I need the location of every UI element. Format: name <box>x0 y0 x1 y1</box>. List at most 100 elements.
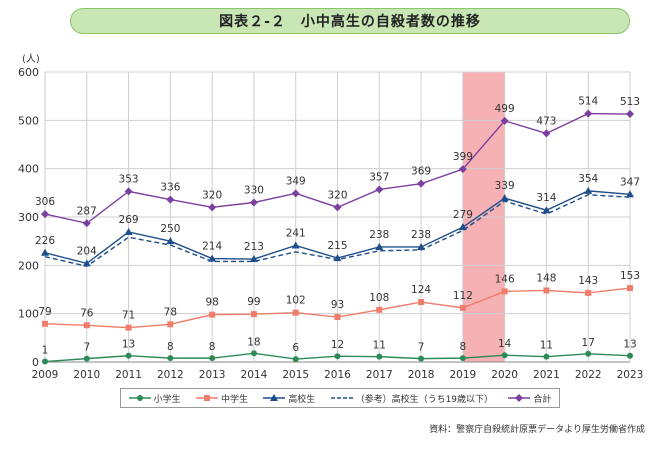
data-point-1 <box>459 304 466 311</box>
data-point-4 <box>417 179 426 188</box>
data-label: 204 <box>77 245 97 257</box>
data-point-0 <box>418 355 425 362</box>
data-point-0 <box>42 358 48 365</box>
data-point-0 <box>83 355 90 362</box>
chart-title: 図表２-２ 小中高生の自殺者数の推移 <box>219 14 481 30</box>
legend-label: （参考）高校生（うち19歳以下） <box>355 394 494 405</box>
data-point-2 <box>166 237 175 245</box>
data-label: 79 <box>38 306 51 318</box>
data-label: 12 <box>331 339 344 351</box>
legend-swatch <box>263 394 286 401</box>
data-point-0 <box>209 355 216 362</box>
data-label: 17 <box>582 337 595 349</box>
data-label: 320 <box>327 189 347 201</box>
data-label: 102 <box>286 295 306 307</box>
data-point-1 <box>627 285 633 292</box>
data-label: 336 <box>160 182 180 194</box>
data-label: 148 <box>536 272 556 284</box>
data-point-1 <box>376 306 383 313</box>
data-point-4 <box>249 198 258 207</box>
data-label: 306 <box>35 196 55 208</box>
data-point-4 <box>542 129 551 138</box>
data-point-1 <box>209 311 216 318</box>
data-point-4 <box>82 219 91 228</box>
x-tick-label: 2018 <box>408 369 435 381</box>
x-tick-label: 2011 <box>115 369 142 381</box>
legend-item: 中学生 <box>195 392 248 405</box>
data-point-2 <box>41 248 49 256</box>
data-label: 98 <box>205 297 218 309</box>
data-point-2 <box>626 190 634 198</box>
data-label: 314 <box>536 192 556 204</box>
data-label: 1 <box>42 345 49 357</box>
x-tick-label: 2014 <box>241 369 268 381</box>
y-tick-label: 400 <box>18 163 39 176</box>
data-label: 8 <box>167 341 174 353</box>
data-label: 93 <box>331 299 344 311</box>
data-point-4 <box>166 195 175 204</box>
legend-swatch <box>330 397 353 399</box>
data-label: 124 <box>411 284 431 296</box>
data-point-1 <box>250 311 257 318</box>
legend-item: 高校生 <box>263 392 315 405</box>
data-point-0 <box>334 353 341 360</box>
data-point-1 <box>125 324 132 331</box>
data-label: 320 <box>202 189 222 201</box>
data-point-2 <box>584 186 593 194</box>
data-label: 14 <box>498 338 512 350</box>
data-point-1 <box>543 287 550 294</box>
data-point-2 <box>542 206 551 214</box>
data-label: 215 <box>327 240 347 252</box>
x-tick-label: 2010 <box>73 369 100 381</box>
source-note: 資料：警察庁自殺統計原票データより厚生労働省作成 <box>429 425 645 435</box>
data-label: 11 <box>540 340 553 352</box>
data-point-4 <box>458 165 467 174</box>
data-label: 399 <box>453 151 473 163</box>
data-label: 513 <box>620 96 640 108</box>
data-point-4 <box>584 109 593 118</box>
data-label: 11 <box>373 340 386 352</box>
data-point-4 <box>375 185 384 194</box>
data-label: 108 <box>369 292 389 304</box>
legend-item: 小学生 <box>128 392 181 405</box>
x-tick-label: 2013 <box>199 369 226 381</box>
legend-swatch <box>195 395 218 401</box>
data-point-1 <box>167 321 174 328</box>
data-point-4 <box>500 116 509 125</box>
data-point-0 <box>543 353 550 360</box>
legend-item: 合計 <box>508 392 551 405</box>
data-point-4 <box>41 210 49 219</box>
data-point-2 <box>500 194 509 202</box>
data-point-4 <box>208 203 217 212</box>
data-label: 339 <box>495 180 515 192</box>
data-label: 357 <box>369 171 389 183</box>
data-point-2 <box>82 259 91 267</box>
data-point-1 <box>334 314 341 321</box>
data-label: 13 <box>122 339 135 351</box>
data-point-0 <box>125 352 132 359</box>
data-point-0 <box>250 350 257 357</box>
data-point-1 <box>292 309 299 316</box>
data-point-0 <box>292 356 299 363</box>
data-label: 499 <box>495 103 515 115</box>
data-label: 330 <box>244 185 264 197</box>
data-point-4 <box>291 189 300 198</box>
data-point-0 <box>167 355 174 362</box>
data-label: 76 <box>80 307 94 319</box>
data-label: 369 <box>411 166 431 178</box>
legend-label: 中学生 <box>220 394 248 405</box>
data-label: 153 <box>620 270 640 282</box>
x-tick-label: 2016 <box>324 369 351 381</box>
data-point-2 <box>208 254 217 262</box>
data-label: 6 <box>292 342 299 354</box>
data-point-1 <box>83 322 90 329</box>
x-tick-label: 2019 <box>449 369 476 381</box>
data-label: 514 <box>578 96 598 108</box>
y-axis-label: (人) <box>22 53 40 65</box>
data-point-0 <box>627 352 633 359</box>
data-point-2 <box>124 227 133 235</box>
data-point-4 <box>124 187 133 196</box>
x-tick-label: 2021 <box>533 369 560 381</box>
data-label: 213 <box>244 241 264 253</box>
